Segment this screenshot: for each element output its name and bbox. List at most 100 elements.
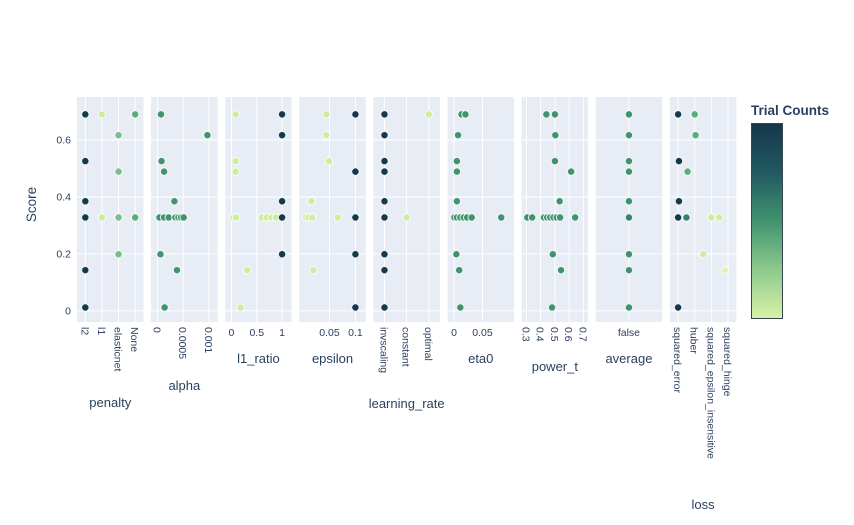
data-point[interactable] [452,197,462,206]
data-point[interactable] [452,250,461,259]
data-point[interactable] [380,167,389,176]
data-point[interactable] [497,213,506,222]
data-point[interactable] [351,167,360,176]
data-point[interactable] [461,110,470,119]
data-point[interactable] [548,250,557,259]
data-point[interactable] [277,250,287,259]
data-point[interactable] [682,213,691,222]
data-point[interactable] [236,303,245,312]
data-point[interactable] [351,213,360,222]
data-point[interactable] [550,110,560,119]
data-point[interactable] [624,213,634,222]
data-point[interactable] [114,130,123,140]
data-point[interactable] [624,265,634,275]
data-point[interactable] [380,156,389,166]
data-point[interactable] [307,213,317,222]
data-point[interactable] [720,265,730,275]
data-point[interactable] [380,303,389,312]
data-point[interactable] [674,197,684,206]
data-point[interactable] [707,213,716,222]
data-point[interactable] [81,110,90,119]
data-point[interactable] [160,303,169,312]
data-point[interactable] [130,110,140,119]
data-point[interactable] [156,110,166,119]
data-point[interactable] [624,167,634,176]
data-point[interactable] [454,265,464,275]
data-point[interactable] [566,167,576,176]
data-point[interactable] [467,213,476,222]
data-point[interactable] [322,110,331,119]
data-point[interactable] [81,197,90,206]
data-point[interactable] [624,303,634,312]
data-point[interactable] [624,110,634,119]
data-point[interactable] [351,110,360,119]
data-point[interactable] [114,167,123,176]
data-point[interactable] [550,156,560,166]
data-point[interactable] [570,213,580,222]
data-point[interactable] [380,250,389,259]
data-point[interactable] [691,130,700,140]
data-point[interactable] [555,197,564,206]
data-point[interactable] [242,265,252,275]
data-point[interactable] [81,265,90,275]
data-point[interactable] [674,156,684,166]
data-point[interactable] [380,265,389,275]
data-point[interactable] [456,303,465,312]
data-point[interactable] [624,156,634,166]
data-point[interactable] [453,130,463,140]
data-point[interactable] [380,130,389,140]
data-point[interactable] [333,213,342,222]
data-point[interactable] [231,167,240,176]
data-point[interactable] [380,197,389,206]
data-point[interactable] [130,213,140,222]
data-point[interactable] [157,156,166,166]
data-point[interactable] [81,156,90,166]
data-point[interactable] [114,213,123,222]
data-point[interactable] [203,130,212,140]
data-point[interactable] [114,250,123,259]
data-point[interactable] [424,110,434,119]
data-point[interactable] [452,156,462,166]
data-point[interactable] [351,250,360,259]
data-point[interactable] [81,213,90,222]
data-point[interactable] [547,303,557,312]
data-point[interactable] [81,303,90,312]
data-point[interactable] [231,110,240,119]
data-point[interactable] [380,110,389,119]
data-point[interactable] [690,110,699,119]
data-point[interactable] [624,130,634,140]
data-point[interactable] [624,197,634,206]
data-point[interactable] [307,197,316,206]
data-point[interactable] [277,110,287,119]
data-point[interactable] [551,130,560,140]
data-point[interactable] [324,156,334,166]
data-point[interactable] [624,250,634,259]
data-point[interactable] [231,156,240,166]
data-point[interactable] [402,213,411,222]
data-point[interactable] [277,197,287,206]
data-point[interactable] [452,167,462,176]
data-point[interactable] [699,250,708,259]
data-point[interactable] [542,110,551,119]
data-point[interactable] [277,130,287,140]
data-point[interactable] [555,213,565,222]
data-point[interactable] [179,213,188,222]
data-point[interactable] [231,213,241,222]
data-point[interactable] [156,250,165,259]
data-point[interactable] [309,265,318,275]
data-point[interactable] [673,303,683,312]
data-point[interactable] [673,213,683,222]
data-point[interactable] [277,213,287,222]
data-point[interactable] [322,130,331,140]
data-point[interactable] [172,265,182,275]
data-point[interactable] [714,213,724,222]
data-point[interactable] [170,197,179,206]
data-point[interactable] [683,167,692,176]
data-point[interactable] [97,110,107,119]
data-point[interactable] [556,265,566,275]
data-point[interactable] [351,303,360,312]
data-point[interactable] [159,167,169,176]
data-point[interactable] [527,213,537,222]
data-point[interactable] [380,213,389,222]
